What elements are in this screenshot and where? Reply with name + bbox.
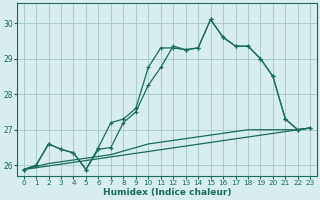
X-axis label: Humidex (Indice chaleur): Humidex (Indice chaleur) [103,188,231,197]
